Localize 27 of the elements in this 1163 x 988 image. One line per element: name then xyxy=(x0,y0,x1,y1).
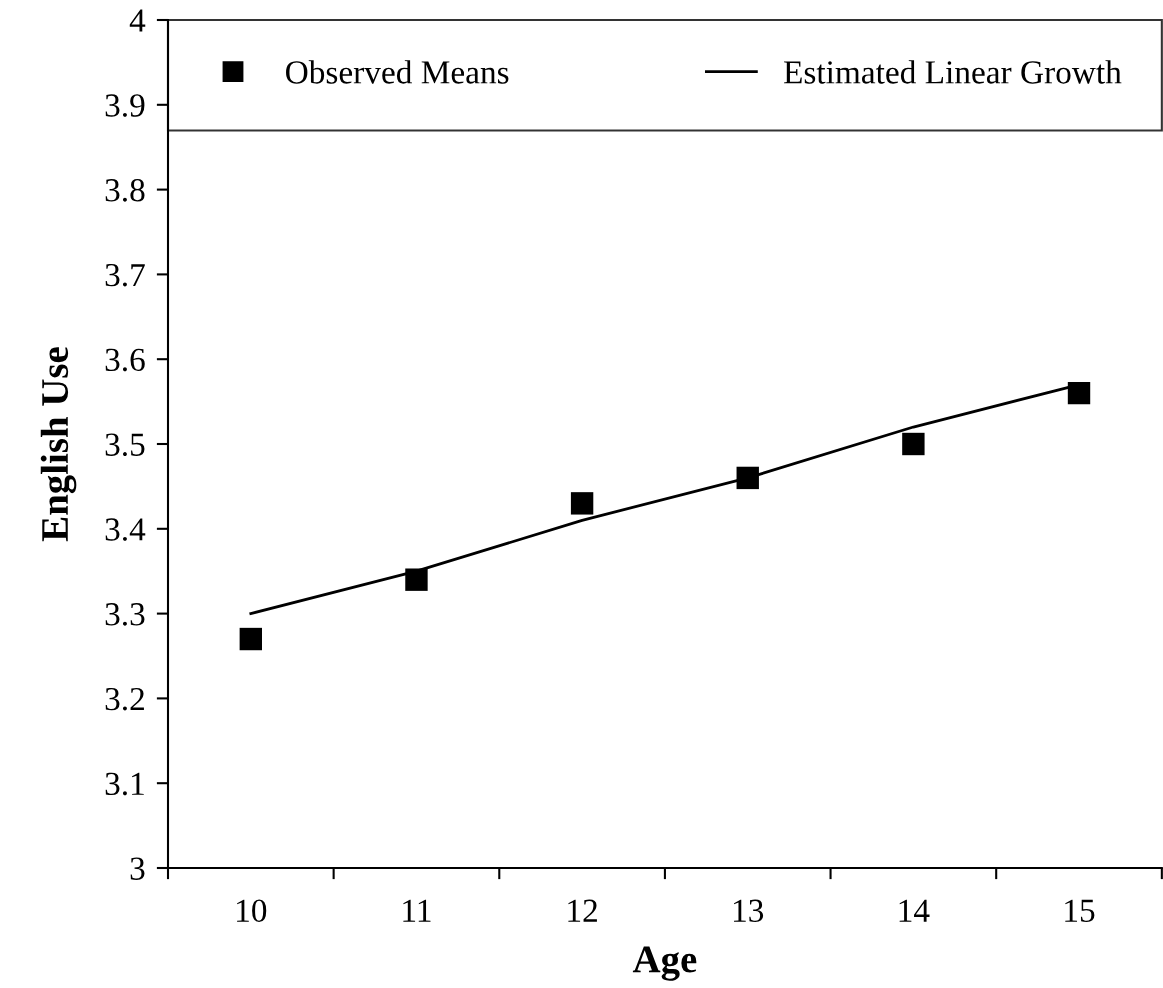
point xyxy=(405,568,428,591)
x-tick-label: 10 xyxy=(237,899,267,923)
y-tick-label: 3.4 xyxy=(105,518,146,541)
legend-label: Estimated Linear Growth xyxy=(784,60,1122,84)
point xyxy=(570,492,594,515)
point xyxy=(736,466,759,490)
y-tick-label: 3.7 xyxy=(105,263,145,287)
x-tick-label: 15 xyxy=(1065,899,1095,923)
x-tick-label: 12 xyxy=(568,899,597,922)
y-tick-label: 3.3 xyxy=(105,603,145,626)
point xyxy=(239,627,263,651)
legend-label: Observed Means xyxy=(286,60,509,84)
y-tick-label: 3.9 xyxy=(105,94,145,117)
y-tick-label: 3.1 xyxy=(105,772,144,796)
y-tick-label: 3 xyxy=(130,857,145,880)
x-tick-label: 13 xyxy=(734,899,764,923)
x-axis-title: Age xyxy=(632,946,697,981)
x-tick-label: 14 xyxy=(899,899,930,922)
y-tick-label: 3.5 xyxy=(105,433,145,457)
y-axis-title: English Use xyxy=(40,347,77,542)
y-tick-label: 4 xyxy=(129,9,146,32)
y-tick-label: 3.2 xyxy=(105,687,144,711)
x-tick-label: 11 xyxy=(403,899,431,922)
point xyxy=(902,432,925,456)
y-tick-label: 3.6 xyxy=(105,348,145,372)
y-tick-label: 3.8 xyxy=(105,179,145,202)
point xyxy=(1067,381,1091,405)
